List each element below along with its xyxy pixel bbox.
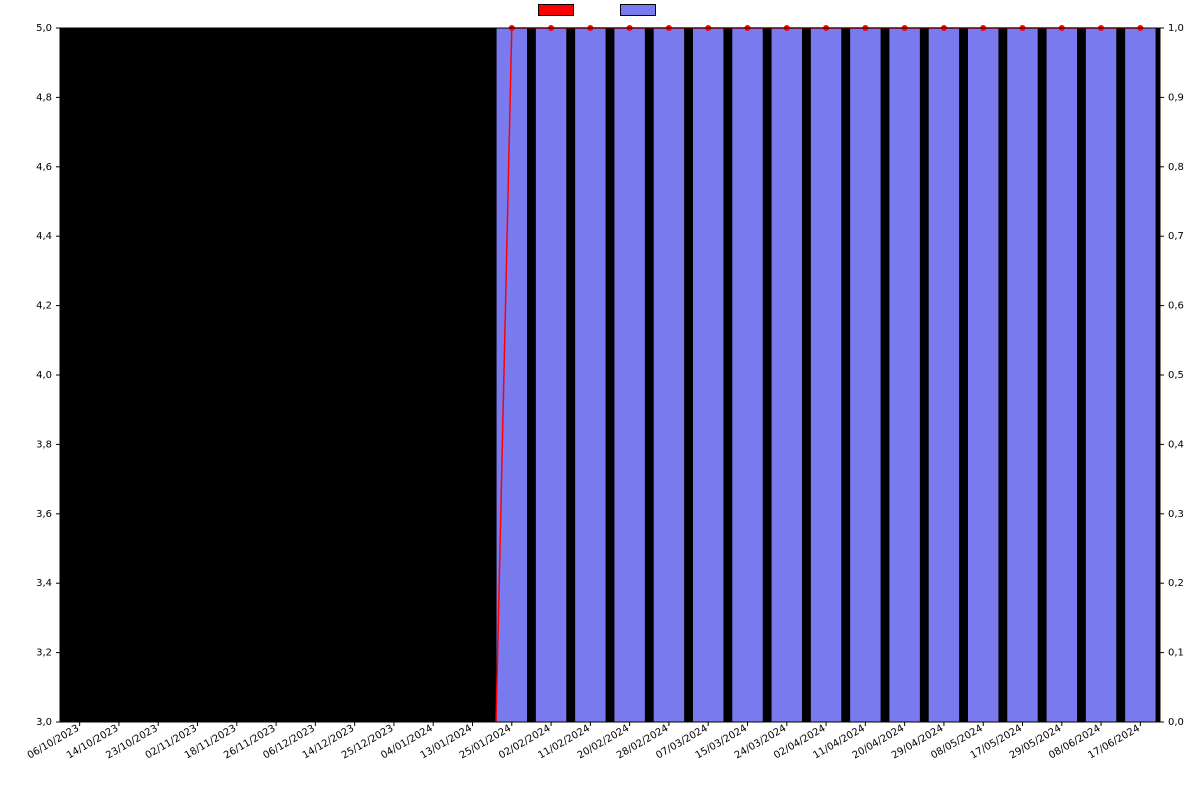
- svg-text:4,8: 4,8: [36, 92, 52, 103]
- svg-text:3,8: 3,8: [36, 439, 52, 450]
- svg-text:4,0: 4,0: [36, 370, 52, 381]
- svg-text:0,4: 0,4: [1168, 439, 1184, 450]
- svg-text:0,6: 0,6: [1168, 301, 1184, 312]
- svg-text:0,2: 0,2: [1168, 578, 1184, 589]
- svg-text:3,2: 3,2: [36, 648, 52, 659]
- legend-swatch-line: [538, 4, 574, 16]
- svg-text:3,4: 3,4: [36, 578, 52, 589]
- svg-text:0,1: 0,1: [1168, 648, 1184, 659]
- chart-svg: 3,0 3,2 3,4 3,6 3,8 4,0 4,2 4,4 4,6 4,8 5,0 0,0 0,1 0…: [0, 0, 1200, 800]
- chart-legend: [538, 4, 662, 16]
- svg-text:0,5: 0,5: [1168, 370, 1184, 381]
- svg-text:4,2: 4,2: [36, 301, 52, 312]
- chart-container: 3,0 3,2 3,4 3,6 3,8 4,0 4,2 4,4 4,6 4,8 5,0 0,0 0,1 0…: [0, 0, 1200, 800]
- svg-text:0,0: 0,0: [1168, 717, 1184, 728]
- svg-text:4,4: 4,4: [36, 231, 52, 242]
- legend-swatch-bar: [620, 4, 656, 16]
- svg-text:3,6: 3,6: [36, 509, 52, 520]
- legend-item-bar: [620, 4, 662, 16]
- svg-text:0,8: 0,8: [1168, 162, 1184, 173]
- svg-text:0,3: 0,3: [1168, 509, 1184, 520]
- svg-text:0,9: 0,9: [1168, 92, 1184, 103]
- legend-item-line: [538, 4, 580, 16]
- svg-text:5,0: 5,0: [36, 23, 52, 34]
- svg-text:0,7: 0,7: [1168, 231, 1184, 242]
- svg-text:4,6: 4,6: [36, 162, 52, 173]
- svg-text:3,0: 3,0: [36, 717, 52, 728]
- svg-text:1,0: 1,0: [1168, 23, 1184, 34]
